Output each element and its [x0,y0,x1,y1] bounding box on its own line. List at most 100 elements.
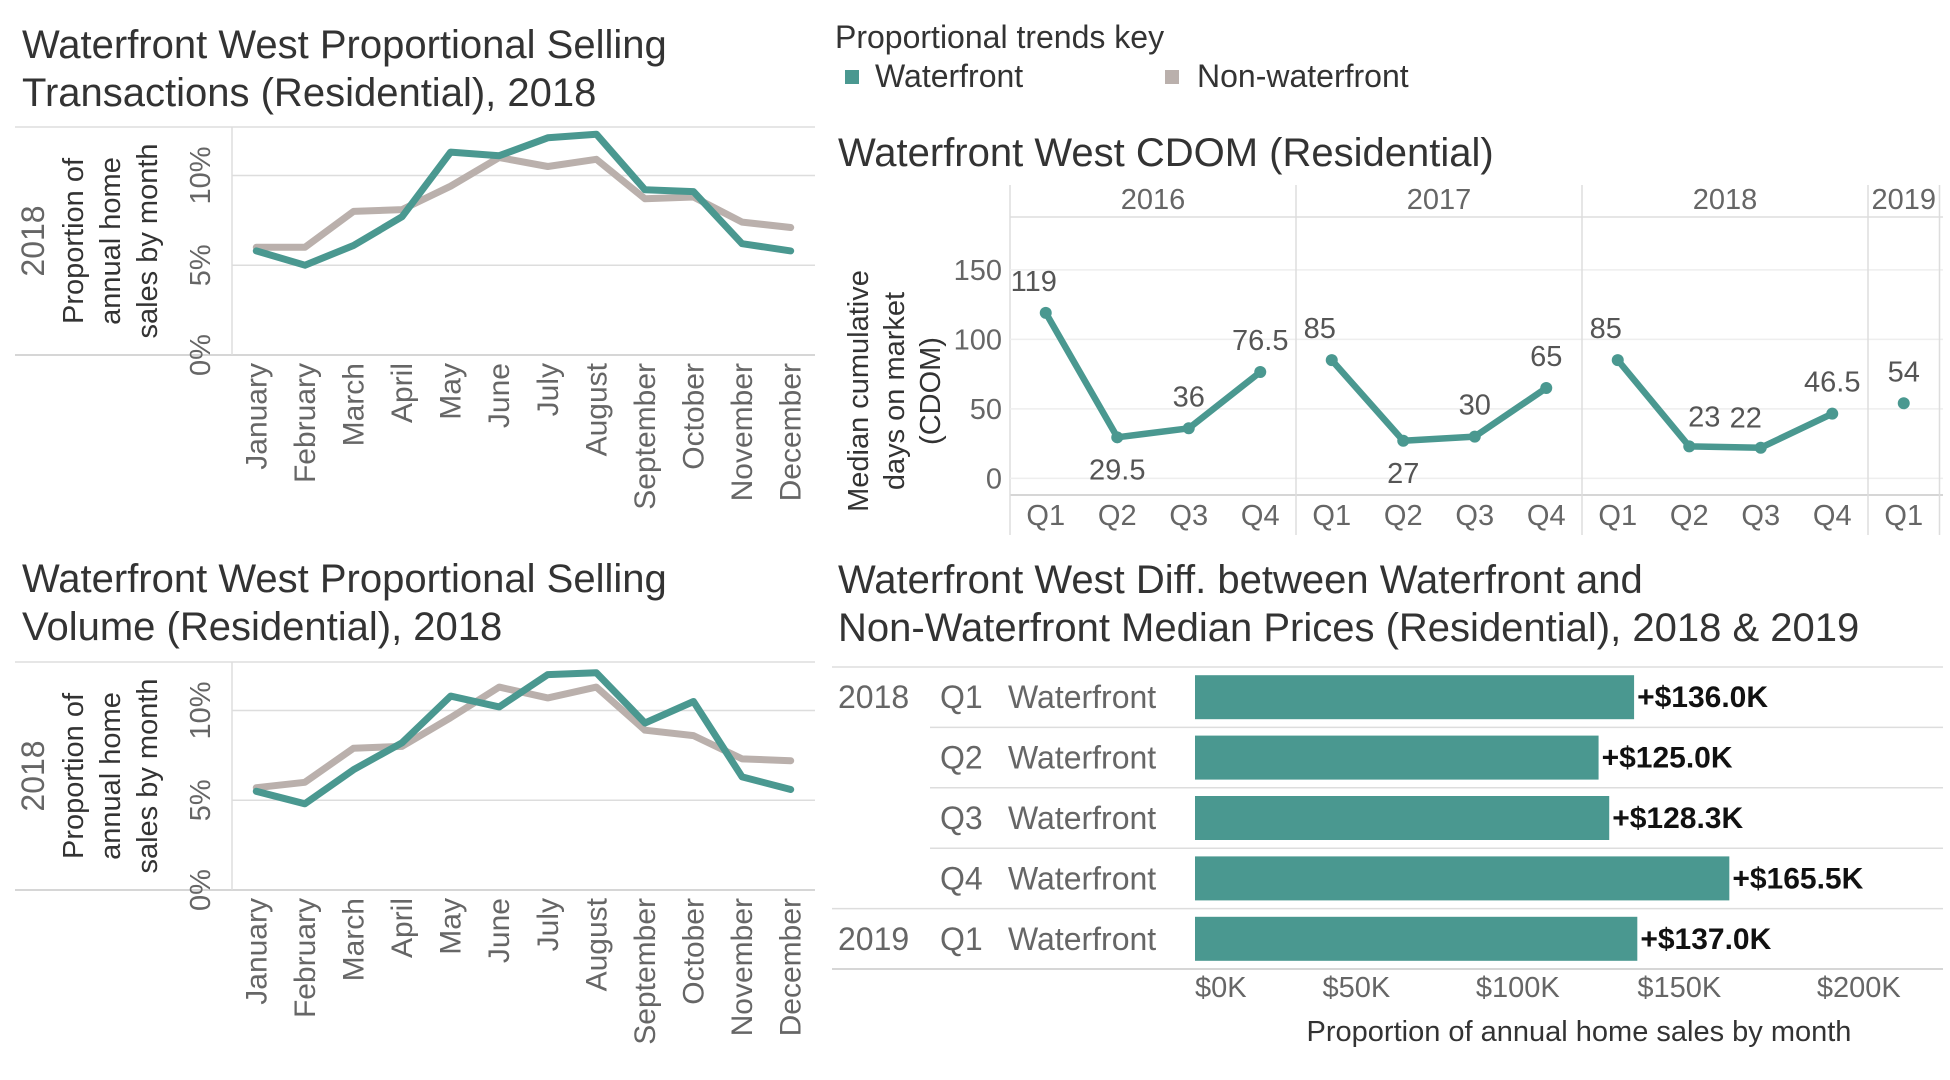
cdom-data-label: 85 [1590,313,1622,345]
panel-2019: 2019 Q1 54 [1871,184,1941,535]
x-tick-label: September [629,898,662,1045]
x-tick-label: January [240,898,273,1005]
cdom-point [1254,365,1267,378]
x-tick-label: October [678,898,711,1005]
x-tick-label: Q3 [1455,500,1494,532]
cdom-data-label: 46.5 [1804,367,1860,399]
y-axis-title: sales by month [132,143,164,338]
x-tick-label: November [726,363,759,501]
bar-row-3: Q4 Waterfront +$165.5K [940,856,1864,901]
bar-value-label: +$137.0K [1640,923,1771,956]
x-tick-label: Q4 [1813,500,1852,532]
x-tick-label: Q2 [1098,500,1137,532]
x-tick-label: Q1 [1312,500,1351,532]
year-header: 2018 [1693,184,1758,216]
series-line-non-waterfront [252,683,795,792]
y-tick-label: 5% [185,779,217,821]
cdom-line [1042,309,1264,441]
y-axis-title: Proportion of [58,692,90,859]
cdom-data-label: 30 [1459,390,1491,422]
series-line-non-waterfront [252,154,795,251]
panel-2018: 2018 Q1 Q2 Q3 Q4 85 23 22 46.5 [1590,184,1869,535]
row-quarter: Q3 [940,800,983,836]
y-axis-title: Proportion of [58,157,90,324]
x-tick-label: Q3 [1169,500,1208,532]
cdom-data-label: 36 [1173,381,1205,413]
row-quarter: Q4 [940,860,983,896]
x-tick-label: July [532,898,565,951]
cdom-data-label: 23 [1688,401,1720,433]
cdom-point [1468,430,1481,443]
bar [1195,675,1635,720]
x-tick-label: February [289,363,322,483]
x-tick-label: March [337,898,370,981]
y-tick-label: 5% [185,244,217,286]
year-header: 2017 [1407,184,1472,216]
chart-title: Waterfront West CDOM (Residential) [838,131,1494,175]
bar-value-label: +$165.5K [1732,862,1863,895]
y-tick-label: 150 [954,255,1002,287]
y-tick-label: 10% [185,146,217,204]
bar [1195,856,1730,901]
chart-title: Waterfront West Proportional Selling [22,557,667,601]
chart-cdom: Waterfront West CDOM (Residential) 0 50 100… [838,131,1943,535]
x-tick-label: Q1 [1026,500,1065,532]
x-tick-label: Q1 [1598,500,1637,532]
x-tick-label: February [289,898,322,1018]
cdom-data-label: 119 [1011,266,1057,298]
legend-item-non-waterfront: Non-waterfront [1165,58,1409,94]
x-tick-label: September [629,363,662,510]
cdom-data-label: 65 [1530,341,1562,373]
cdom-data-label: 22 [1730,403,1762,435]
row-group: Waterfront [1008,679,1156,715]
cdom-data-label: 29.5 [1089,454,1145,486]
legend-label: Non-waterfront [1197,58,1409,94]
cdom-point [1182,422,1195,435]
cdom-point [1540,381,1553,394]
x-tick-label: May [435,363,468,420]
cdom-point [1611,354,1624,367]
x-tick-label: August [580,362,613,456]
cdom-line [1614,356,1836,451]
cdom-data-label: 85 [1304,313,1336,345]
chart-transactions: Waterfront West Proportional SellingTran… [15,23,815,510]
row-year: 2019 [838,921,909,957]
bar-value-label: +$136.0K [1637,681,1768,714]
panel-2016: 2016 Q1 Q2 Q3 Q4 119 29.5 36 76.5 [1011,184,1297,535]
cdom-point [1826,407,1839,420]
bar-value-label: +$125.0K [1602,742,1733,775]
x-tick-label: April [386,898,419,958]
y-axis-title: annual home [95,692,127,860]
x-tick-label: $200K [1817,972,1902,1004]
year-header: 2019 [1871,184,1936,216]
bar-value-label: +$128.3K [1612,802,1743,835]
y-axis-title: (CDOM) [915,337,947,445]
chart-price-diff: Waterfront West Diff. between Waterfront… [832,558,1943,1048]
cdom-data-label: 54 [1888,356,1920,388]
chart-title: Waterfront West Proportional Selling [22,23,667,67]
x-tick-label: November [726,898,759,1036]
row-group: Waterfront [1008,860,1156,896]
chart-title: Transactions (Residential), 2018 [22,71,596,115]
legend-title: Proportional trends key [835,19,1164,55]
y-axis-title: Median cumulative [843,270,875,512]
panel-2017: 2017 Q1 Q2 Q3 Q4 85 27 30 65 [1304,184,1583,535]
y-axis-title: days on market [879,292,911,490]
legend-swatch [1165,70,1179,84]
row-quarter: Q1 [940,679,983,715]
y-tick-label: 50 [970,394,1002,426]
legend-item-waterfront: Waterfront [845,58,1023,94]
bar [1195,916,1638,961]
x-tick-label: December [775,898,808,1036]
y-tick-label: 0% [185,334,217,376]
bar-row-4: 2019 Q1 Waterfront +$137.0K [838,916,1772,961]
cdom-point [1683,440,1696,453]
cdom-point [1325,354,1338,367]
y-axis-title: annual home [95,157,127,325]
y-tick-label: 0 [986,463,1002,495]
x-tick-label: April [386,363,419,423]
x-tick-label: December [775,363,808,501]
cdom-point [1754,441,1767,454]
